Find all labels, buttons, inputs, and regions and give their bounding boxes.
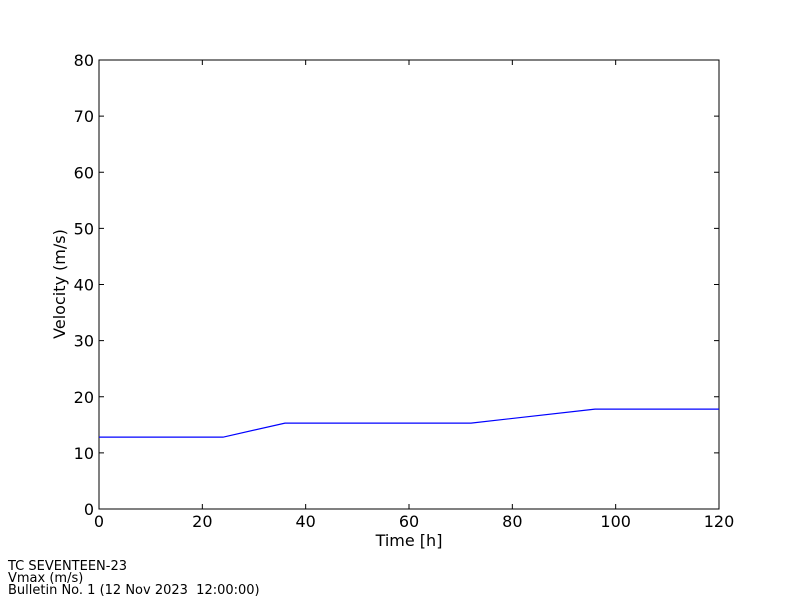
y-tick-label: 80 xyxy=(74,51,94,70)
y-tick-label: 50 xyxy=(74,219,94,238)
x-tick-label: 40 xyxy=(295,512,315,531)
footer-note: Bulletin No. 1 (12 Nov 2023 12:00:00) xyxy=(8,583,260,598)
x-tick-label: 0 xyxy=(94,512,104,531)
data-line xyxy=(99,408,719,438)
y-tick-label: 60 xyxy=(74,163,94,182)
x-axis-label: Time [h] xyxy=(375,531,443,550)
x-tick-label: 80 xyxy=(502,512,522,531)
y-tick-label: 70 xyxy=(74,107,94,126)
y-tick-label: 0 xyxy=(84,500,94,519)
x-tick-label: 120 xyxy=(704,512,735,531)
y-tick-label: 20 xyxy=(74,388,94,407)
x-tick-label: 60 xyxy=(399,512,419,531)
x-tick-label: 20 xyxy=(192,512,212,531)
y-tick-label: 40 xyxy=(74,276,94,295)
y-tick-label: 10 xyxy=(74,444,94,463)
y-axis-label: Velocity (m/s) xyxy=(50,229,69,339)
footer-note: TC SEVENTEEN-23 xyxy=(7,559,127,574)
plot-frame xyxy=(98,59,720,510)
footer-note: Vmax (m/s) xyxy=(8,571,83,586)
y-tick-label: 30 xyxy=(74,332,94,351)
x-tick-label: 100 xyxy=(600,512,631,531)
